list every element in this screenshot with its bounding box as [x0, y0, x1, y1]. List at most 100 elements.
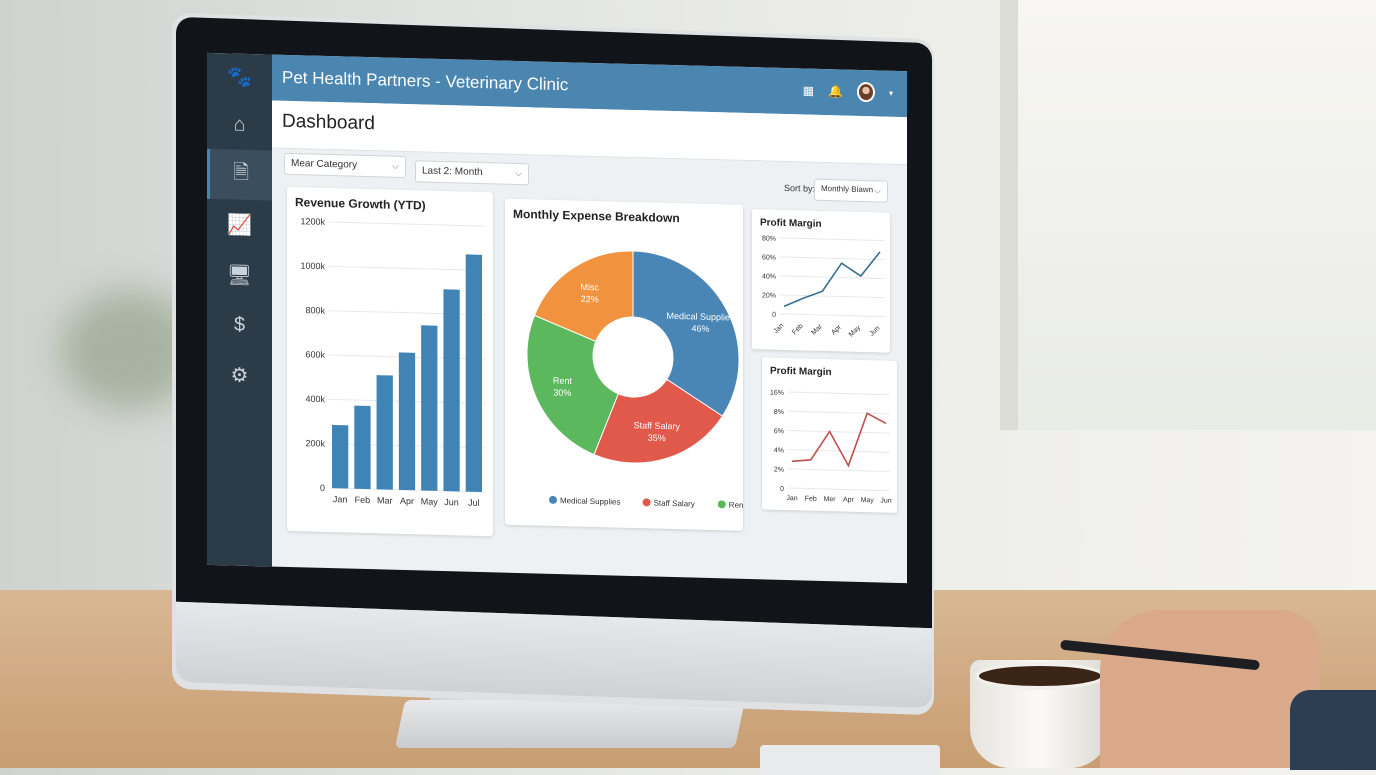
- y-tick-label: 20%: [762, 292, 776, 299]
- chevron-down-icon: ⌵: [392, 160, 399, 171]
- gridline: [788, 391, 890, 396]
- home-icon[interactable]: ⌂: [233, 113, 246, 136]
- y-tick-label: 2%: [774, 466, 784, 473]
- revenue-bar-chart: 0 200k 400k 600k 800k 1000k 1200k Jan Feb Mar Apr M…: [300, 216, 485, 508]
- chevron-down-icon: ⌵: [515, 167, 522, 179]
- pie-slice: [526, 314, 619, 456]
- pie-slice: [632, 250, 740, 417]
- gridline: [329, 265, 485, 271]
- calendar-icon[interactable]: ▦: [802, 83, 815, 98]
- x-tick-label: May: [421, 496, 438, 506]
- y-tick-label: 4%: [774, 447, 784, 454]
- x-tick-label: Feb: [791, 323, 805, 336]
- y-tick-label: 6%: [774, 428, 784, 435]
- y-tick-label: 0: [780, 486, 784, 493]
- gear-icon[interactable]: ⚙: [230, 363, 249, 387]
- pie-slice: [533, 250, 634, 342]
- slice-value: 46%: [691, 323, 709, 333]
- bar: [332, 424, 349, 489]
- x-tick-label: Feb: [355, 495, 371, 505]
- card-title: Profit Margin: [770, 365, 832, 379]
- gridline: [780, 313, 884, 318]
- period-select-value: Last 2: Month: [422, 165, 483, 179]
- hand: [1100, 610, 1320, 768]
- card-title: Profit Margin: [760, 217, 822, 230]
- y-tick-label: 16%: [770, 390, 784, 397]
- legend-label: Rent: [729, 500, 743, 509]
- bar: [354, 405, 371, 490]
- chevron-down-icon: ⌵: [874, 185, 881, 196]
- period-select[interactable]: Last 2: Month ⌵: [415, 160, 529, 186]
- x-tick-label: Jan: [333, 494, 348, 504]
- gridline: [780, 237, 884, 242]
- bar: [421, 325, 438, 491]
- series-line: [791, 412, 887, 468]
- x-tick-label: Mer: [824, 496, 837, 503]
- bar: [376, 375, 393, 490]
- background-window: [1000, 0, 1376, 430]
- series-line: [783, 251, 881, 308]
- x-tick-label: Jul: [468, 498, 480, 508]
- legend-swatch: [642, 498, 651, 507]
- bell-icon[interactable]: 🔔: [828, 84, 843, 99]
- y-tick-label: 600k: [305, 349, 325, 360]
- x-tick-label: Apr: [830, 323, 843, 336]
- legend-label: Staff Salary: [654, 499, 695, 509]
- legend-swatch: [549, 495, 557, 504]
- sleeve: [1290, 690, 1376, 770]
- y-tick-label: 1000k: [300, 261, 325, 272]
- sort-label: Sort by:: [784, 182, 816, 194]
- slice-label: Rent: [553, 375, 573, 386]
- slice-label: Medical Supplies: [666, 311, 735, 323]
- y-tick-label: 0: [772, 312, 776, 319]
- x-tick-label: Jan: [772, 322, 785, 335]
- gridline: [780, 256, 884, 261]
- pie-slice: [593, 378, 724, 464]
- x-tick-label: Jun: [880, 497, 891, 504]
- profit-margin-card-2: Profit Margin 0 2% 4% 6% 8% 16% Jan Feb Mer Apr Ma…: [762, 357, 897, 513]
- profit-margin-line-chart: 0 20% 40% 60% 80% Jan Feb Mar Apr May Jun: [762, 235, 884, 339]
- x-tick-label: Apr: [843, 496, 855, 503]
- sort-select-value: Monthly Biawn: [821, 183, 874, 195]
- slice-label: Misc: [580, 282, 599, 292]
- bar: [465, 254, 482, 493]
- app-title: Pet Health Partners - Veterinary Clinic: [282, 67, 569, 95]
- chart-line-icon[interactable]: 📈: [227, 213, 252, 237]
- x-tick-label: Jun: [444, 497, 459, 507]
- y-tick-label: 0: [320, 483, 325, 493]
- keyboard: [760, 745, 940, 775]
- gridline: [788, 429, 890, 434]
- x-tick-label: Apr: [400, 496, 414, 506]
- x-tick-label: May: [861, 497, 875, 504]
- x-tick-label: Mar: [810, 323, 824, 337]
- revenue-card: Revenue Growth (YTD) 0 200k 400k 600k 800k 10…: [287, 186, 493, 537]
- document-icon[interactable]: 🗎: [207, 148, 272, 201]
- slice-label: Staff Salary: [634, 420, 681, 431]
- legend-swatch: [717, 500, 726, 509]
- y-tick-label: 80%: [762, 235, 776, 242]
- gridline: [329, 310, 485, 316]
- gridline: [788, 410, 890, 415]
- gridline: [329, 221, 485, 227]
- dashboard-screen: 🐾 ⌂ 🗎 📈 🖥 $ ⚙ Pet Health Partners - Vete…: [207, 52, 907, 584]
- coffee: [975, 662, 1105, 690]
- profit-margin-card-1: Profit Margin 0 20% 40% 60% 80% Jan Feb Mar Apr M…: [752, 209, 890, 353]
- monitor-icon[interactable]: 🖥: [226, 263, 253, 287]
- legend-label: Medical Supplies: [560, 496, 620, 507]
- monitor-base: [394, 700, 746, 748]
- category-select-value: Mear Category: [291, 158, 358, 171]
- bar: [443, 289, 460, 492]
- x-tick-label: Jan: [786, 495, 797, 502]
- gridline: [788, 487, 890, 492]
- avatar[interactable]: [856, 81, 875, 103]
- sidebar: 🐾 ⌂ 🗎 📈 🖥 $ ⚙: [207, 52, 272, 567]
- category-select[interactable]: Mear Category ⌵: [284, 152, 406, 179]
- bar: [398, 352, 416, 491]
- dollar-icon[interactable]: $: [233, 313, 246, 336]
- y-tick-label: 1200k: [300, 216, 325, 227]
- y-tick-label: 400k: [305, 394, 325, 405]
- sort-select[interactable]: Monthly Biawn ⌵: [814, 178, 888, 203]
- gridline: [788, 468, 890, 473]
- chevron-down-icon[interactable]: ▾: [888, 88, 893, 98]
